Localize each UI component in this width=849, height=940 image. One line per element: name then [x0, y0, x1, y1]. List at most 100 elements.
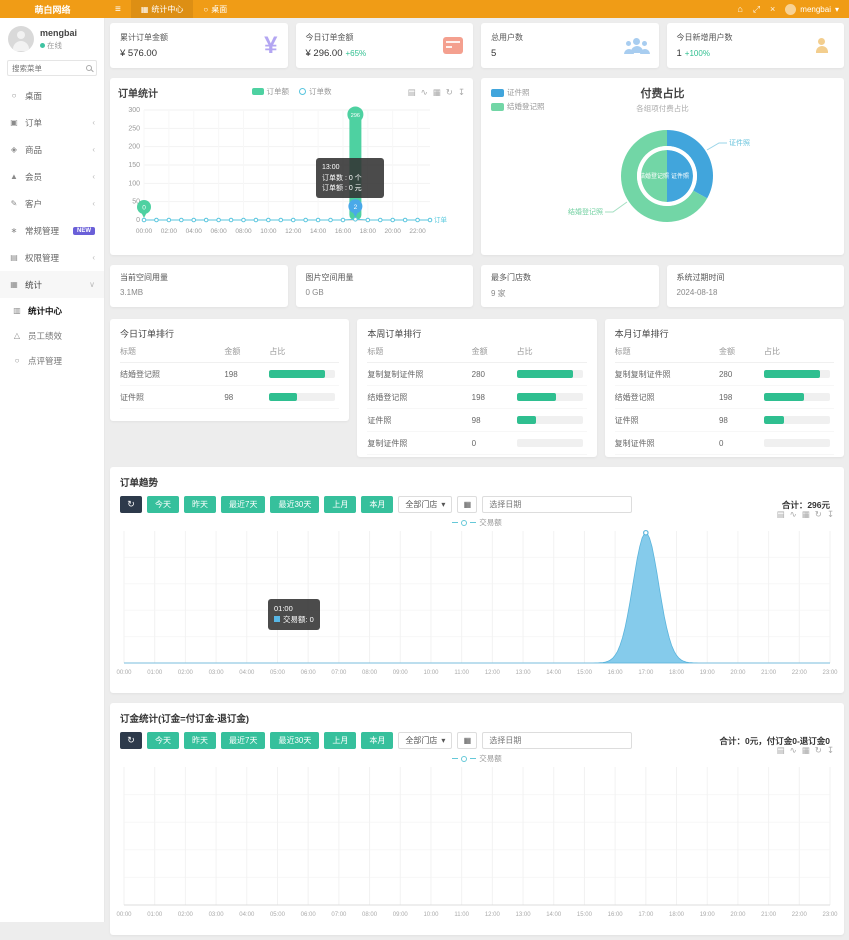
svg-text:250: 250	[128, 125, 140, 132]
delta-badge: +100%	[684, 49, 710, 58]
svg-text:00:00: 00:00	[116, 912, 132, 918]
panel-title: 订单趋势	[120, 478, 159, 489]
user-menu[interactable]: mengbai ▾	[785, 3, 839, 15]
store-select[interactable]: 全部门店 ▾	[398, 732, 453, 749]
line-type-icon[interactable]: ∿	[420, 87, 428, 97]
store-select[interactable]: 全部门店 ▾	[398, 496, 453, 513]
filter-7days-button[interactable]: 最近7天	[221, 732, 266, 749]
svg-text:23:00: 23:00	[822, 912, 838, 918]
sidebar-item-orders[interactable]: ▣ 订单 ‹	[10, 117, 95, 128]
sidebar-item-permissions[interactable]: ▤ 权限管理 ‹	[10, 252, 95, 263]
review-icon: ○	[14, 356, 20, 365]
date-range-input[interactable]	[482, 496, 633, 513]
order-statistics-chart[interactable]: 0 50 100 150 200 250 300 00:00 02:00 04:00 06:00 08…	[118, 100, 465, 244]
data-view-icon[interactable]: ▤	[776, 745, 785, 755]
sidebar-item-customers[interactable]: ✎ 客户 ‹	[10, 198, 95, 209]
filter-yesterday-button[interactable]: 昨天	[184, 732, 216, 749]
sidebar-item-statistics[interactable]: ▦ 统计 ∨	[0, 271, 104, 298]
settings-icon: ∗	[10, 226, 18, 235]
sidebar-item-statistics-center[interactable]: ▥ 统计中心	[13, 305, 63, 316]
table-row: 复制复制证件照 280	[614, 363, 834, 386]
filter-last-month-button[interactable]: 上月	[324, 732, 357, 749]
stats-center-icon: ▥	[13, 306, 21, 315]
filter-30days-button[interactable]: 最近30天	[270, 496, 320, 513]
svg-text:2: 2	[354, 204, 358, 211]
sidebar-item-desktop[interactable]: ○ 桌面	[0, 82, 104, 109]
bar-type-icon[interactable]: ▦	[432, 87, 441, 97]
download-icon[interactable]: ↧	[457, 87, 465, 97]
sidebar-item-staff-performance[interactable]: △ 员工绩效	[13, 330, 63, 341]
refresh-button[interactable]: ↻	[120, 732, 142, 749]
filter-last-month-button[interactable]: 上月	[324, 496, 357, 513]
filter-this-month-button[interactable]: 本月	[361, 496, 394, 513]
chart-toolbox: ▤ ∿ ▦ ↻ ↧	[777, 509, 834, 520]
chevron-left-icon: ‹	[92, 199, 95, 208]
svg-text:09:00: 09:00	[393, 912, 409, 918]
sidebar: mengbai 在线 ○ 桌面 ▣ 订单 ‹ ◈ 商品 ‹ ▲ 会员 ‹ ✎ 客…	[0, 18, 105, 922]
staff-icon: △	[13, 331, 21, 340]
deposit-stats-chart[interactable]: 交易额 00:00 01:00 02:00 03:00 04:00 05:00 06:00 0…	[116, 753, 838, 923]
svg-text:06:00: 06:00	[210, 228, 227, 235]
customers-icon: ✎	[10, 199, 18, 208]
fullscreen-icon[interactable]: ⤢	[752, 3, 761, 14]
filter-today-button[interactable]: 今天	[147, 496, 179, 513]
data-view-icon[interactable]: ▤	[776, 509, 785, 519]
ratio-bar	[516, 393, 557, 401]
line-type-icon[interactable]: ∿	[789, 509, 797, 519]
calendar-button[interactable]: ▦	[457, 496, 478, 513]
tab-desktop[interactable]: ○ 桌面	[203, 4, 228, 14]
sidebar-item-review-management[interactable]: ○ 点评管理	[0, 348, 104, 373]
download-icon[interactable]: ↧	[826, 745, 834, 755]
svg-text:08:00: 08:00	[235, 228, 252, 235]
orders-icon: ▣	[10, 118, 18, 127]
tab-statistics-center[interactable]: ▦ 统计中心	[130, 0, 194, 18]
svg-text:11:00: 11:00	[454, 670, 469, 676]
filter-yesterday-button[interactable]: 昨天	[184, 496, 216, 513]
sidebar-item-members[interactable]: ▲ 会员 ‹	[10, 171, 95, 182]
svg-text:01:00: 01:00	[147, 912, 163, 918]
table-row: 复制证件照 0	[367, 432, 587, 455]
filter-today-button[interactable]: 今天	[147, 732, 179, 749]
svg-text:19:00: 19:00	[700, 912, 716, 918]
restore-icon[interactable]: ↻	[814, 509, 822, 519]
filter-this-month-button[interactable]: 本月	[361, 732, 394, 749]
search-input[interactable]	[12, 63, 86, 73]
svg-text:04:00: 04:00	[186, 228, 203, 235]
filter-30days-button[interactable]: 最近30天	[270, 732, 320, 749]
svg-text:20:00: 20:00	[730, 670, 746, 676]
order-trend-chart[interactable]: 交易额 00:00 01:00 02:00 03:00 04:00 05:00 06:00 0…	[116, 517, 838, 681]
svg-text:00:00: 00:00	[136, 228, 153, 235]
sidebar-item-goods[interactable]: ◈ 商品 ‹	[10, 144, 95, 155]
restore-icon[interactable]: ↻	[445, 87, 453, 97]
search-icon[interactable]	[86, 65, 92, 71]
close-icon[interactable]: ×	[770, 4, 776, 14]
bar-type-icon[interactable]: ▦	[801, 509, 810, 519]
legend-swatch	[491, 102, 504, 111]
chevron-left-icon: ‹	[92, 172, 95, 181]
sidebar-item-general-settings[interactable]: ∗ 常规管理 NEW	[0, 217, 104, 244]
svg-text:12:00: 12:00	[485, 670, 501, 676]
restore-icon[interactable]: ↻	[814, 745, 822, 755]
bar-type-icon[interactable]: ▦	[801, 745, 810, 755]
sidebar-user: mengbai 在线	[0, 18, 104, 58]
stat-card-new-users-today: 今日新增用户数 1 +100%	[666, 23, 844, 68]
pay-share-chart[interactable]: 证件照 结婚登记照 证件照 结婚登记照	[489, 114, 836, 254]
filter-7days-button[interactable]: 最近7天	[221, 496, 266, 513]
hamburger-icon[interactable]: ≡	[115, 3, 121, 15]
home-icon[interactable]: ⌂	[737, 4, 743, 14]
date-range-input[interactable]	[482, 732, 633, 749]
svg-text:17:00: 17:00	[638, 912, 654, 918]
calendar-button[interactable]: ▦	[457, 732, 478, 749]
stat-card-total-users: 总用户数 5	[481, 23, 659, 68]
svg-text:10:00: 10:00	[423, 670, 439, 676]
delta-badge: +65%	[345, 49, 367, 58]
svg-text:21:00: 21:00	[761, 670, 777, 676]
table-row: 结婚登记照 198	[120, 363, 340, 386]
line-type-icon[interactable]: ∿	[789, 745, 797, 755]
download-icon[interactable]: ↧	[826, 509, 834, 519]
panel-title: 付费占比	[640, 88, 685, 100]
data-view-icon[interactable]: ▤	[407, 87, 416, 97]
table-row: 证件照 98	[367, 409, 587, 432]
refresh-button[interactable]: ↻	[120, 496, 142, 513]
svg-text:03:00: 03:00	[209, 912, 225, 918]
